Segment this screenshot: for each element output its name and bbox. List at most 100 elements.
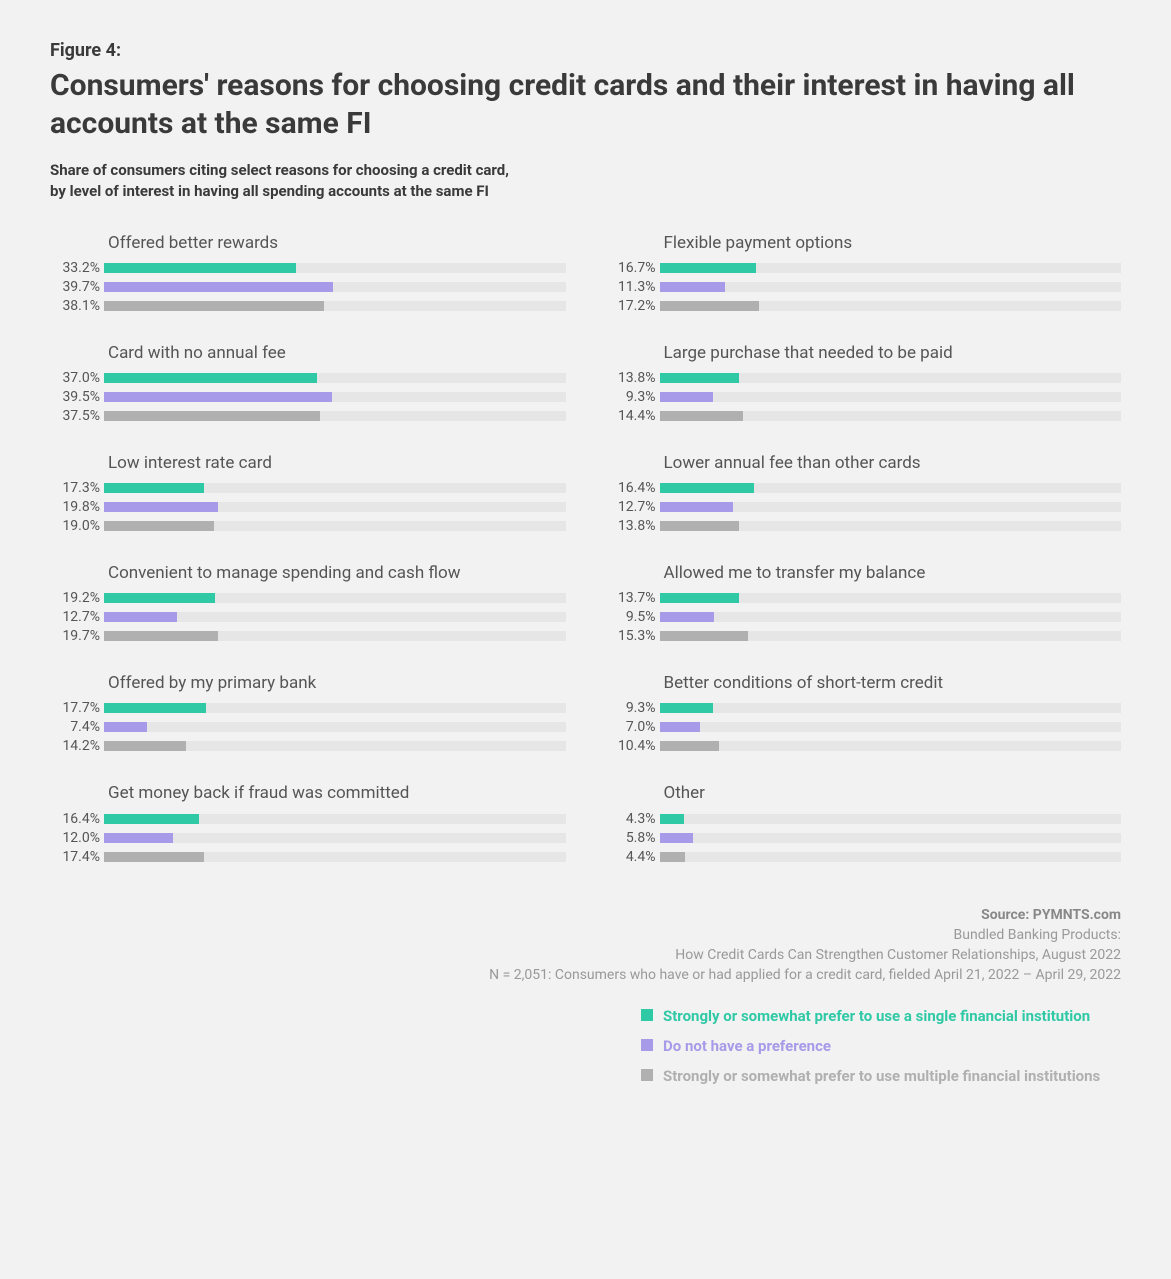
bar-row: 13.8% bbox=[606, 518, 1122, 534]
bar-row: 13.7% bbox=[606, 590, 1122, 606]
bar-track bbox=[104, 852, 566, 862]
bar-value-label: 39.5% bbox=[50, 389, 104, 405]
bar-value-label: 37.0% bbox=[50, 370, 104, 386]
bar-row: 37.0% bbox=[50, 370, 566, 386]
bar-fill bbox=[660, 852, 685, 862]
bar-value-label: 5.8% bbox=[606, 830, 660, 846]
bar-fill bbox=[660, 631, 748, 641]
bar-row: 12.7% bbox=[606, 499, 1122, 515]
bar-fill bbox=[104, 833, 173, 843]
bar-row: 39.7% bbox=[50, 279, 566, 295]
bar-track bbox=[660, 612, 1122, 622]
bar-value-label: 12.0% bbox=[50, 830, 104, 846]
bar-track bbox=[660, 521, 1122, 531]
bar-value-label: 13.8% bbox=[606, 370, 660, 386]
bar-group-title: Offered by my primary bank bbox=[108, 672, 566, 694]
bar-fill bbox=[104, 392, 332, 402]
legend-label: Strongly or somewhat prefer to use multi… bbox=[663, 1066, 1100, 1086]
bar-fill bbox=[660, 392, 714, 402]
legend-swatch bbox=[641, 1009, 653, 1021]
bar-group: Offered by my primary bank17.7%7.4%14.2% bbox=[50, 672, 566, 754]
bar-track bbox=[104, 631, 566, 641]
figure-label: Figure 4: bbox=[50, 40, 1121, 61]
bar-fill bbox=[104, 373, 317, 383]
right-column: Flexible payment options16.7%11.3%17.2%L… bbox=[606, 232, 1122, 893]
bar-row: 12.7% bbox=[50, 609, 566, 625]
bar-track bbox=[104, 483, 566, 493]
bar-fill bbox=[104, 593, 215, 603]
source-line-2: Bundled Banking Products: bbox=[50, 925, 1121, 945]
bar-fill bbox=[104, 814, 199, 824]
bar-value-label: 37.5% bbox=[50, 408, 104, 424]
bar-value-label: 16.7% bbox=[606, 260, 660, 276]
bar-row: 12.0% bbox=[50, 830, 566, 846]
bar-group: Other4.3% 5.8% 4.4% bbox=[606, 782, 1122, 864]
bar-row: 4.4% bbox=[606, 849, 1122, 865]
bar-group-title: Offered better rewards bbox=[108, 232, 566, 254]
bar-value-label: 4.3% bbox=[606, 811, 660, 827]
legend-swatch bbox=[641, 1069, 653, 1081]
bar-value-label: 16.4% bbox=[50, 811, 104, 827]
bar-value-label: 7.0% bbox=[606, 719, 660, 735]
bar-row: 37.5% bbox=[50, 408, 566, 424]
bar-value-label: 4.4% bbox=[606, 849, 660, 865]
bar-track bbox=[104, 741, 566, 751]
bar-row: 16.4% bbox=[50, 811, 566, 827]
bar-row: 17.4% bbox=[50, 849, 566, 865]
chart-subtitle: Share of consumers citing select reasons… bbox=[50, 160, 1121, 202]
bar-value-label: 14.2% bbox=[50, 738, 104, 754]
bar-row: 15.3% bbox=[606, 628, 1122, 644]
bar-group-title: Better conditions of short-term credit bbox=[664, 672, 1122, 694]
bar-value-label: 38.1% bbox=[50, 298, 104, 314]
bar-fill bbox=[104, 282, 333, 292]
bar-fill bbox=[104, 502, 218, 512]
bar-row: 7.0% bbox=[606, 719, 1122, 735]
legend-label: Do not have a preference bbox=[663, 1036, 831, 1056]
source-line-1: Source: PYMNTS.com bbox=[50, 905, 1121, 925]
bar-group-title: Convenient to manage spending and cash f… bbox=[108, 562, 566, 584]
bar-fill bbox=[104, 521, 214, 531]
bar-value-label: 17.2% bbox=[606, 298, 660, 314]
bar-row: 4.3% bbox=[606, 811, 1122, 827]
bar-track bbox=[660, 392, 1122, 402]
bar-fill bbox=[660, 521, 740, 531]
bar-track bbox=[660, 593, 1122, 603]
bar-fill bbox=[660, 373, 740, 383]
bar-track bbox=[104, 521, 566, 531]
bar-row: 14.4% bbox=[606, 408, 1122, 424]
bar-group: Large purchase that needed to be paid13.… bbox=[606, 342, 1122, 424]
bar-track bbox=[104, 502, 566, 512]
bar-value-label: 39.7% bbox=[50, 279, 104, 295]
bar-fill bbox=[660, 722, 700, 732]
bar-value-label: 19.8% bbox=[50, 499, 104, 515]
bar-fill bbox=[104, 612, 177, 622]
bar-value-label: 17.7% bbox=[50, 700, 104, 716]
bar-group: Better conditions of short-term credit9.… bbox=[606, 672, 1122, 754]
bar-group-title: Allowed me to transfer my balance bbox=[664, 562, 1122, 584]
legend-item: Do not have a preference bbox=[641, 1036, 1121, 1056]
bar-fill bbox=[660, 502, 733, 512]
bar-track bbox=[660, 483, 1122, 493]
bar-fill bbox=[660, 612, 715, 622]
bar-fill bbox=[660, 741, 720, 751]
bar-value-label: 12.7% bbox=[606, 499, 660, 515]
bar-value-label: 15.3% bbox=[606, 628, 660, 644]
bar-fill bbox=[660, 282, 725, 292]
bar-row: 19.8% bbox=[50, 499, 566, 515]
bar-group-title: Low interest rate card bbox=[108, 452, 566, 474]
bar-fill bbox=[104, 631, 218, 641]
bar-value-label: 10.4% bbox=[606, 738, 660, 754]
bar-group-title: Lower annual fee than other cards bbox=[664, 452, 1122, 474]
bar-group-title: Other bbox=[664, 782, 1122, 804]
legend-swatch bbox=[641, 1039, 653, 1051]
bar-track bbox=[660, 852, 1122, 862]
bar-row: 39.5% bbox=[50, 389, 566, 405]
bar-track bbox=[660, 301, 1122, 311]
bar-track bbox=[104, 301, 566, 311]
bar-value-label: 9.3% bbox=[606, 700, 660, 716]
bar-row: 13.8% bbox=[606, 370, 1122, 386]
bar-value-label: 19.2% bbox=[50, 590, 104, 606]
bar-fill bbox=[660, 411, 743, 421]
bar-track bbox=[660, 373, 1122, 383]
bar-row: 9.3% bbox=[606, 389, 1122, 405]
